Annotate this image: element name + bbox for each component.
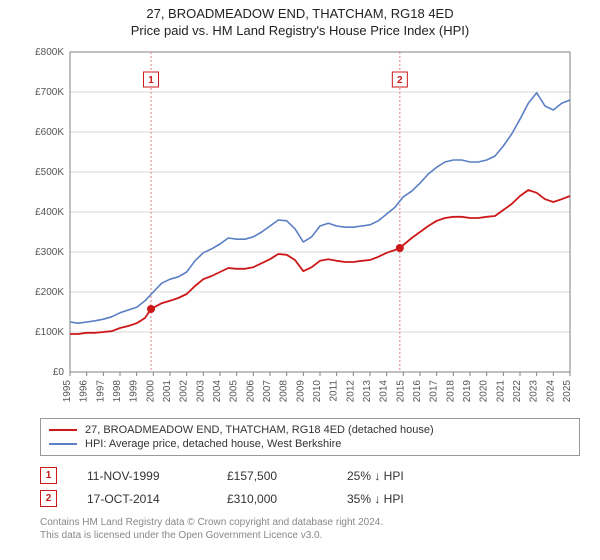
svg-text:1997: 1997 bbox=[95, 380, 106, 403]
svg-text:£0: £0 bbox=[53, 367, 65, 378]
svg-text:2013: 2013 bbox=[362, 380, 373, 403]
svg-text:1995: 1995 bbox=[62, 380, 73, 403]
svg-text:2006: 2006 bbox=[245, 380, 256, 403]
legend-swatch-icon bbox=[49, 429, 77, 431]
svg-text:£600K: £600K bbox=[35, 127, 64, 138]
svg-text:2014: 2014 bbox=[379, 380, 390, 403]
legend-swatch-icon bbox=[49, 443, 77, 445]
transaction-row: 2 17-OCT-2014 £310,000 35% ↓ HPI bbox=[40, 487, 580, 510]
transaction-price: £310,000 bbox=[227, 492, 317, 506]
svg-text:2002: 2002 bbox=[179, 380, 190, 403]
svg-text:2008: 2008 bbox=[279, 380, 290, 403]
transaction-table: 1 11-NOV-1999 £157,500 25% ↓ HPI 2 17-OC… bbox=[40, 464, 580, 510]
svg-text:£700K: £700K bbox=[35, 87, 64, 98]
svg-text:£800K: £800K bbox=[35, 47, 64, 58]
legend-box: 27, BROADMEADOW END, THATCHAM, RG18 4ED … bbox=[40, 418, 580, 456]
legend-label: HPI: Average price, detached house, West… bbox=[85, 438, 341, 450]
svg-text:2012: 2012 bbox=[345, 380, 356, 403]
svg-text:2015: 2015 bbox=[395, 380, 406, 403]
transaction-marker-icon: 1 bbox=[40, 467, 57, 484]
svg-text:2021: 2021 bbox=[495, 380, 506, 403]
svg-text:2003: 2003 bbox=[195, 380, 206, 403]
footer-line: Contains HM Land Registry data © Crown c… bbox=[40, 516, 580, 529]
transaction-diff: 35% ↓ HPI bbox=[347, 492, 447, 506]
svg-text:2001: 2001 bbox=[162, 380, 173, 403]
svg-text:2000: 2000 bbox=[145, 380, 156, 403]
svg-text:£300K: £300K bbox=[35, 247, 64, 258]
svg-text:2025: 2025 bbox=[562, 380, 573, 403]
svg-text:2007: 2007 bbox=[262, 380, 273, 403]
svg-text:1996: 1996 bbox=[79, 380, 90, 403]
svg-text:2011: 2011 bbox=[329, 380, 340, 402]
svg-text:2017: 2017 bbox=[429, 380, 440, 403]
chart-container: 27, BROADMEADOW END, THATCHAM, RG18 4ED … bbox=[0, 0, 600, 560]
footer-attribution: Contains HM Land Registry data © Crown c… bbox=[40, 516, 580, 542]
svg-text:2024: 2024 bbox=[545, 380, 556, 403]
legend-row: 27, BROADMEADOW END, THATCHAM, RG18 4ED … bbox=[49, 423, 571, 437]
svg-text:2016: 2016 bbox=[412, 380, 423, 403]
svg-text:£500K: £500K bbox=[35, 167, 64, 178]
svg-text:2023: 2023 bbox=[529, 380, 540, 403]
svg-text:2005: 2005 bbox=[229, 380, 240, 403]
legend-row: HPI: Average price, detached house, West… bbox=[49, 437, 571, 451]
svg-text:2010: 2010 bbox=[312, 380, 323, 403]
svg-text:1: 1 bbox=[148, 75, 154, 86]
svg-text:2004: 2004 bbox=[212, 380, 223, 403]
svg-text:£100K: £100K bbox=[35, 327, 64, 338]
svg-text:1998: 1998 bbox=[112, 380, 123, 403]
transaction-price: £157,500 bbox=[227, 469, 317, 483]
svg-text:2019: 2019 bbox=[462, 380, 473, 403]
transaction-diff: 25% ↓ HPI bbox=[347, 469, 447, 483]
svg-text:£400K: £400K bbox=[35, 207, 64, 218]
svg-text:£200K: £200K bbox=[35, 287, 64, 298]
svg-text:2009: 2009 bbox=[295, 380, 306, 403]
svg-text:2020: 2020 bbox=[479, 380, 490, 403]
svg-text:1999: 1999 bbox=[129, 380, 140, 403]
transaction-marker-icon: 2 bbox=[40, 490, 57, 507]
svg-text:2018: 2018 bbox=[445, 380, 456, 403]
transaction-date: 11-NOV-1999 bbox=[87, 469, 197, 483]
svg-text:2: 2 bbox=[397, 75, 403, 86]
transaction-date: 17-OCT-2014 bbox=[87, 492, 197, 506]
footer-line: This data is licensed under the Open Gov… bbox=[40, 529, 580, 542]
legend-label: 27, BROADMEADOW END, THATCHAM, RG18 4ED … bbox=[85, 424, 434, 436]
line-chart-svg: £0 £100K £200K £300K £400K £500K £600K £700K £80… bbox=[20, 42, 580, 412]
transaction-row: 1 11-NOV-1999 £157,500 25% ↓ HPI bbox=[40, 464, 580, 487]
chart-subtitle: Price paid vs. HM Land Registry's House … bbox=[0, 21, 600, 42]
svg-text:2022: 2022 bbox=[512, 380, 523, 403]
chart-area: £0 £100K £200K £300K £400K £500K £600K £700K £80… bbox=[20, 42, 580, 412]
chart-title-address: 27, BROADMEADOW END, THATCHAM, RG18 4ED bbox=[0, 0, 600, 21]
